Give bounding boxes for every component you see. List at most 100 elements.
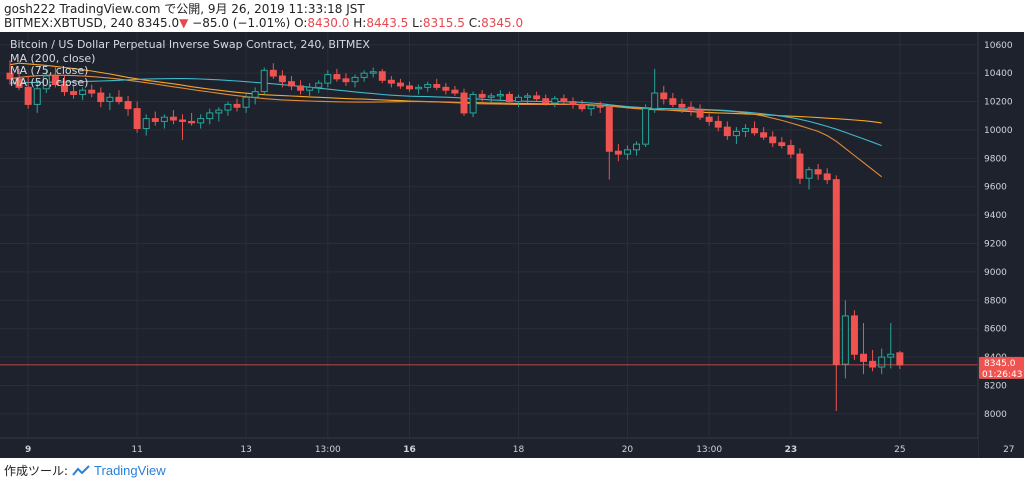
publish-line: gosh222 TradingView.com で公開, 9月 26, 2019… (4, 2, 365, 16)
chart-title: Bitcoin / US Dollar Perpetual Inverse Sw… (10, 38, 370, 51)
candle-body (124, 101, 132, 110)
candle-down (433, 78, 441, 91)
candle-body (633, 143, 641, 151)
candle-body (460, 92, 468, 114)
candle-up (242, 94, 250, 113)
candle-body (524, 95, 532, 98)
candle-body (260, 69, 268, 93)
candle-down (769, 131, 777, 147)
indicator-ma75[interactable]: MA (75, close) (10, 64, 88, 77)
candle-down (778, 137, 786, 149)
candle-body (487, 95, 495, 98)
candle-body (160, 116, 168, 122)
candle-body (714, 120, 722, 128)
candlestick-chart[interactable]: 8000820084008600880090009200940096009800… (0, 32, 1024, 458)
candle-body (760, 132, 768, 138)
price-tick-label: 9800 (984, 154, 1007, 164)
low-label: L: (412, 16, 423, 30)
candle-down (51, 66, 59, 88)
candle-down (533, 91, 541, 102)
candle-up (642, 104, 650, 147)
price-tick-label: 9400 (984, 211, 1007, 221)
candle-body (342, 78, 350, 83)
candle-up (424, 81, 432, 92)
candle-body (406, 85, 414, 90)
candle-down (70, 84, 78, 99)
price-axis[interactable]: 8000820084008600880090009200940096009800… (977, 32, 1024, 458)
candle-down (578, 100, 586, 112)
candle-body (15, 78, 23, 88)
ohlc-info: BITMEX:XBTUSD, 240 8345.0▼ −85.0 (−1.01%… (4, 16, 523, 30)
time-axis[interactable]: 9 11 13 13:00 16 18 20 13:00 23 25 27 (0, 437, 1015, 458)
candle-down (406, 81, 414, 92)
open-value: 8430.0 (307, 16, 350, 30)
candle-down (478, 90, 486, 102)
candle-body (551, 98, 559, 104)
candle-body (97, 92, 105, 103)
down-arrow-icon: ▼ (179, 16, 189, 30)
indicator-ma50[interactable]: MA (50, close) (10, 76, 88, 89)
candle-body (278, 75, 286, 83)
candle-body (351, 76, 359, 83)
candle-body (896, 352, 904, 366)
candle-down (24, 76, 32, 109)
candle-down (696, 104, 704, 121)
candle-body (133, 108, 141, 130)
time-tick-label: 11 (131, 445, 142, 455)
candle-down (814, 164, 822, 180)
candle-body (787, 145, 795, 155)
candle-body (179, 119, 187, 122)
candle-body (387, 79, 395, 84)
candle-body (151, 118, 159, 122)
close-value: 8345.0 (481, 16, 524, 30)
candle-body (687, 106, 695, 111)
candle-body (560, 98, 568, 103)
price-tick-label: 10400 (984, 69, 1013, 79)
candle-body (242, 96, 250, 108)
candle-down (333, 68, 341, 82)
price-tick-label: 8600 (984, 325, 1007, 335)
candle-body (751, 128, 759, 134)
candle-up (197, 114, 205, 129)
candle-body (79, 89, 87, 95)
candle-up (587, 102, 595, 116)
candle-down (723, 121, 731, 140)
last-price: 8345.0 (137, 16, 180, 30)
candle-body (251, 91, 259, 98)
candle-up (496, 90, 504, 101)
candle-down (505, 91, 513, 105)
candle-down (614, 144, 622, 162)
candle-body (778, 142, 786, 147)
candle-body (723, 126, 731, 137)
candle-body (106, 96, 114, 103)
candle-body (587, 105, 595, 110)
candle-body (669, 98, 677, 105)
candle-down (678, 98, 686, 113)
candle-down (124, 95, 132, 116)
candle-down (596, 101, 604, 113)
price-tick-label: 10600 (984, 41, 1013, 51)
candle-down (869, 349, 877, 372)
open-label: O: (294, 16, 308, 30)
candle-down (233, 98, 241, 112)
candle-down (823, 168, 831, 184)
candle-body (533, 95, 541, 100)
candle-down (442, 83, 450, 95)
indicator-ma200[interactable]: MA (200, close) (10, 52, 95, 65)
candle-down (850, 310, 858, 360)
close-label: C: (468, 16, 482, 30)
candle-down (460, 88, 468, 116)
candle-body (315, 82, 323, 88)
tradingview-brand[interactable]: TradingView (94, 463, 166, 478)
candle-body (705, 116, 713, 122)
candle-up (324, 70, 332, 88)
candle-body (887, 353, 895, 358)
candle-up (315, 80, 323, 94)
candle-up (651, 68, 659, 113)
candle-up (33, 83, 41, 113)
candle-body (505, 93, 513, 103)
candle-up (306, 83, 314, 96)
candle-body (378, 71, 386, 81)
candle-up (369, 67, 377, 78)
candle-body (869, 360, 877, 368)
